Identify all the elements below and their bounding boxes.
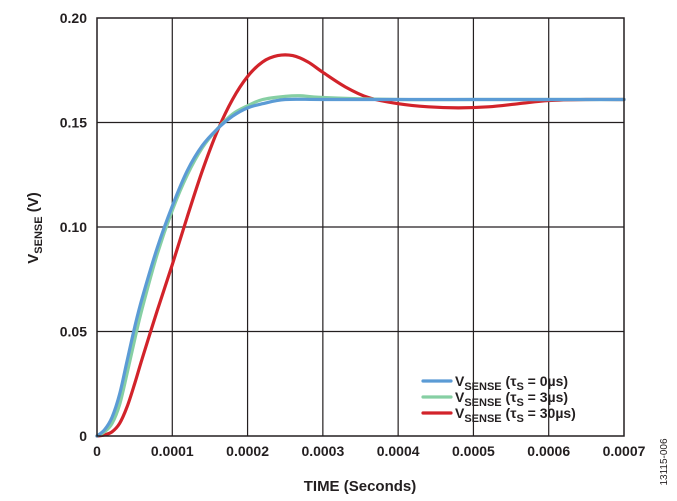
x-axis-title: TIME (Seconds) [304, 478, 417, 495]
x-tick-label: 0.0006 [527, 443, 570, 459]
y-axis-title: VSENSE (V) [25, 192, 45, 263]
grid [97, 18, 624, 436]
y-tick-labels: 0 0.05 0.10 0.15 0.20 [60, 10, 87, 444]
y-tick-label: 0.15 [60, 115, 87, 131]
x-tick-labels: 0 0.0001 0.0002 0.0003 0.0004 0.0005 0.0006 0.0… [93, 443, 646, 459]
x-tick-label: 0 [93, 443, 101, 459]
legend-label: VSENSE (τS = 30µs) [455, 405, 576, 425]
series-line [95, 53, 626, 438]
y-axis-title-main: V [25, 254, 42, 264]
legend: VSENSE (τS = 0µs)VSENSE (τS = 3µs)VSENSE… [421, 373, 576, 425]
y-tick-label: 0.20 [60, 10, 87, 26]
y-axis-title-suffix: (V) [25, 192, 42, 216]
legend-label: VSENSE (τS = 0µs) [455, 373, 568, 393]
y-tick-label: 0 [79, 428, 87, 444]
x-tick-label: 0.0002 [226, 443, 269, 459]
x-tick-label: 0.0001 [151, 443, 194, 459]
y-axis-title-subscript: SENSE [33, 216, 45, 253]
x-tick-label: 0.0004 [377, 443, 420, 459]
x-tick-label: 0.0007 [603, 443, 646, 459]
y-tick-label: 0.10 [60, 219, 87, 235]
legend-label: VSENSE (τS = 3µs) [455, 389, 568, 409]
y-tick-label: 0.05 [60, 324, 87, 340]
figure-id: 13115-006 [659, 438, 670, 486]
series-layer [95, 53, 626, 438]
series-line [95, 97, 626, 438]
plot-frame [96, 17, 625, 437]
x-tick-label: 0.0003 [301, 443, 344, 459]
x-tick-label: 0.0005 [452, 443, 495, 459]
